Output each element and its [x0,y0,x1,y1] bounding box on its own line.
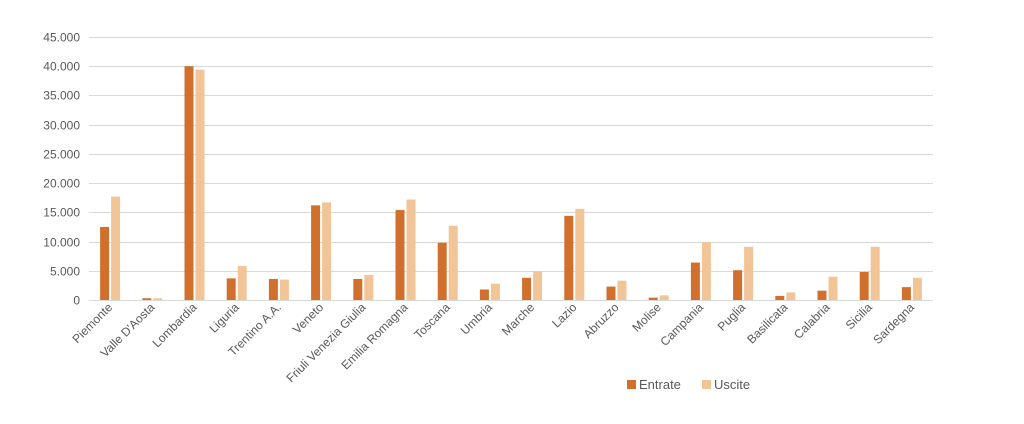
y-tick-label: 0 [73,294,80,308]
bar-uscite [786,292,796,300]
bar-uscite [701,242,711,300]
bar-entrate [226,278,236,300]
x-tick-label: Veneto [290,300,327,337]
bar-entrate [648,297,658,300]
bar-entrate [353,278,363,300]
x-tick-label: Sicilia [843,300,875,332]
y-tick-label: 45.000 [43,31,80,45]
legend-label-uscite: Uscite [714,377,750,392]
bar-uscite [490,283,500,300]
bar-uscite [195,69,205,301]
bar-entrate [479,289,489,300]
bar-uscite [153,298,163,300]
x-tick-label: Basilicata [744,300,790,346]
bar-uscite [828,276,838,300]
bar-uscite [448,225,458,300]
y-tick-label: 20.000 [43,177,80,191]
y-tick-label: 5.000 [50,265,80,279]
legend-swatch-entrate [627,380,636,389]
bar-uscite [912,277,922,300]
bar-uscite [659,295,669,300]
bar-entrate [184,66,194,300]
x-tick-label: Lazio [549,300,579,330]
bar-entrate [775,295,785,300]
bar-uscite [237,266,247,300]
bar-entrate [859,271,869,300]
bar-entrate [901,287,911,300]
bar-uscite [406,199,416,300]
legend-label-entrate: Entrate [639,377,681,392]
y-tick-label: 15.000 [43,206,80,220]
bar-entrate [437,242,447,300]
bar-uscite [870,246,880,300]
bar-uscite [364,274,374,300]
legend: Entrate Uscite [627,377,750,392]
bar-uscite [111,196,121,300]
x-tick-label: Toscana [411,300,453,342]
y-axis: 0 5.000 10.000 15.000 20.000 25.000 30.000 35.0… [43,31,80,308]
y-tick-label: 10.000 [43,236,80,250]
bars [100,66,922,301]
bar-entrate [817,290,827,300]
x-tick-label: Abruzzo [581,300,622,341]
bar-entrate [733,270,743,300]
bar-uscite [617,280,627,300]
bar-entrate [690,262,700,300]
bar-entrate [522,277,532,300]
y-tick-label: 40.000 [43,60,80,74]
x-tick-label: Umbria [458,300,495,337]
x-tick-label: Campania [657,300,706,349]
gridlines [89,37,933,301]
bar-entrate [311,205,321,300]
bar-entrate [100,226,110,300]
x-tick-label: Liguria [206,300,242,336]
bar-uscite [533,271,543,300]
bar-entrate [606,286,616,300]
y-tick-label: 30.000 [43,119,80,133]
bar-entrate [395,209,405,300]
bar-entrate [142,298,152,300]
y-tick-label: 35.000 [43,89,80,103]
bar-entrate [564,215,574,300]
x-tick-label: Friuli Venezia Giulia [284,300,369,385]
bar-uscite [744,246,754,300]
x-tick-label: Calabria [791,300,833,342]
bar-entrate [268,278,278,300]
bar-uscite [322,202,332,300]
legend-swatch-uscite [702,380,711,389]
x-tick-label: Lombardia [150,300,200,350]
x-tick-label: Puglia [715,300,749,334]
bar-uscite [279,279,289,300]
y-tick-label: 25.000 [43,148,80,162]
bar-uscite [575,208,585,300]
x-tick-label: Molise [629,300,664,335]
x-tick-label: Sardegna [870,300,917,347]
x-tick-label: Marche [499,300,537,338]
